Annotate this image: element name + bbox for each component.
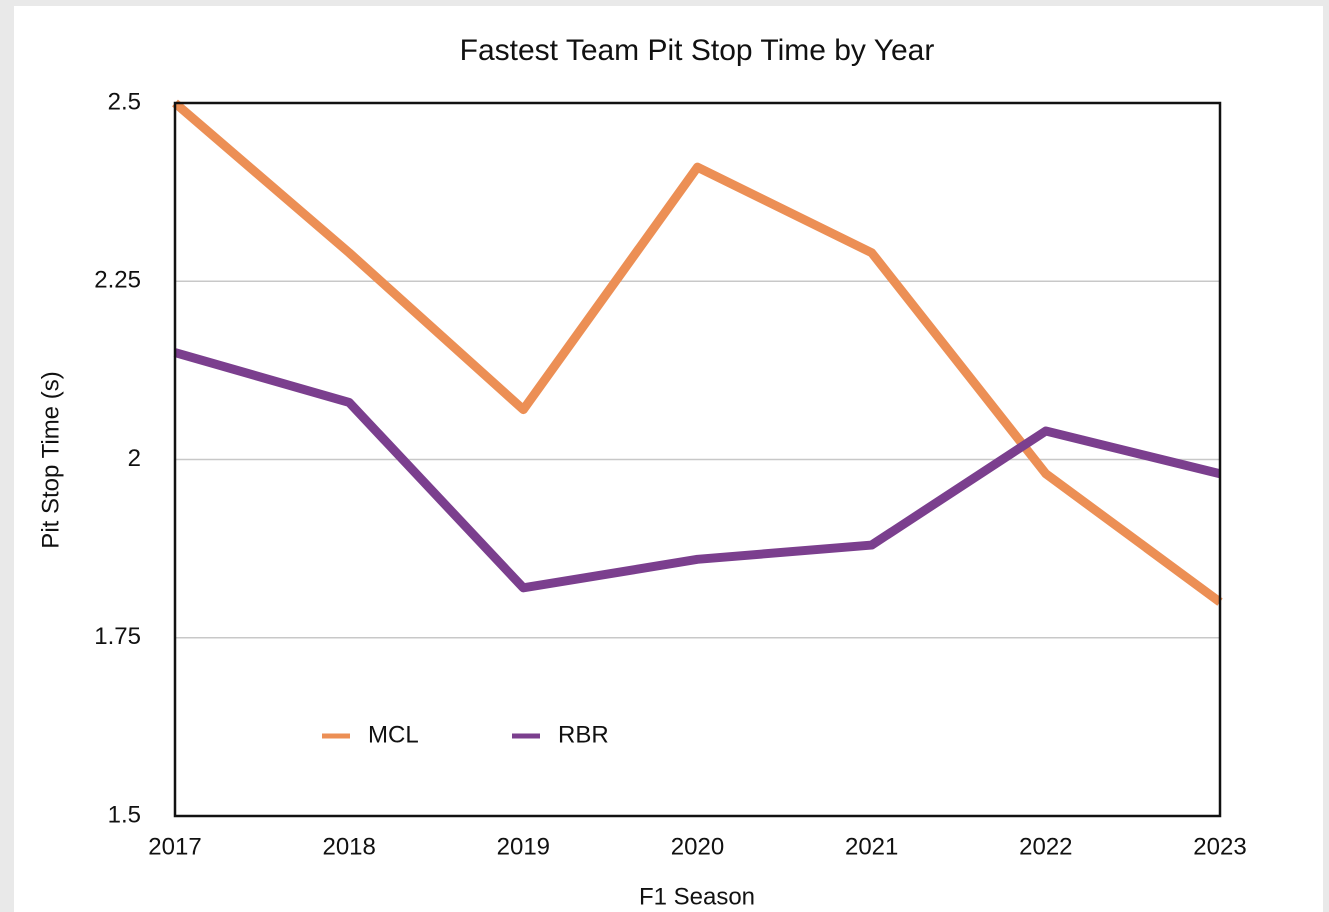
x-tick-label: 2018: [322, 833, 375, 860]
x-tick-label: 2023: [1193, 833, 1246, 860]
y-tick-label: 2.25: [94, 267, 141, 294]
x-tick-label: 2017: [148, 833, 201, 860]
chart-title: Fastest Team Pit Stop Time by Year: [460, 34, 935, 67]
y-tick-label: 1.75: [94, 623, 141, 650]
x-tick-label: 2021: [845, 833, 898, 860]
y-tick-label: 2.5: [108, 88, 141, 115]
y-tick-label: 2: [128, 445, 141, 472]
page: Fastest Team Pit Stop Time by Year F1 Se…: [0, 0, 1329, 912]
x-tick-label: 2022: [1019, 833, 1072, 860]
x-axis-label: F1 Season: [639, 883, 755, 910]
x-tick-label: 2019: [497, 833, 550, 860]
x-tick-label: 2020: [671, 833, 724, 860]
legend-label: MCL: [368, 721, 419, 748]
y-axis-label: Pit Stop Time (s): [37, 371, 64, 548]
chart: Fastest Team Pit Stop Time by Year F1 Se…: [0, 0, 1329, 912]
legend-label: RBR: [558, 721, 609, 748]
y-tick-label: 1.5: [108, 801, 141, 828]
